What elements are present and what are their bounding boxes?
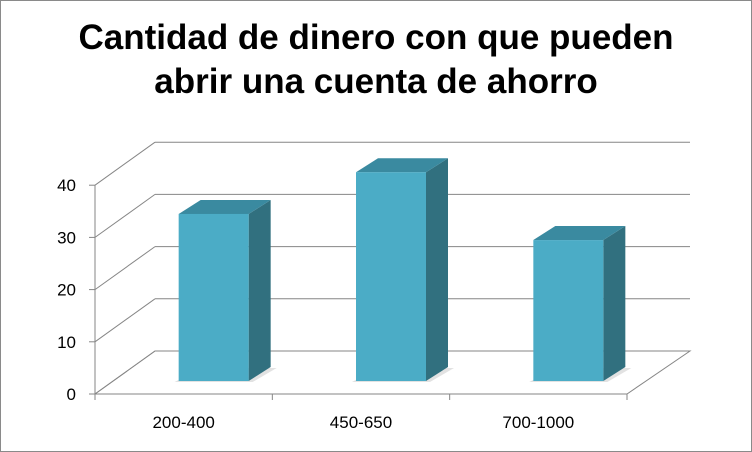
bar-front <box>533 240 604 381</box>
y-tick-label: 30 <box>57 228 76 247</box>
x-tick-labels: 200-400 450-650 700-1000 <box>152 413 574 432</box>
bars <box>174 158 632 382</box>
bar-front <box>178 213 249 381</box>
chart-title: Cantidad de dinero con que pueden abrir … <box>78 18 674 101</box>
x-tick-label: 450-650 <box>330 413 392 432</box>
side-gridline <box>94 298 156 343</box>
bar-front <box>356 172 426 381</box>
y-tick-label: 10 <box>57 333 76 352</box>
y-tick-label: 20 <box>57 281 76 300</box>
y-tick-labels: 0 10 20 30 40 <box>57 176 76 404</box>
bar-top <box>356 158 448 173</box>
bar-700-1000 <box>529 226 632 382</box>
bar-top <box>533 226 626 241</box>
side-gridline <box>94 246 156 291</box>
side-gridline <box>94 350 156 395</box>
bar-side <box>426 158 448 381</box>
x-tick-label: 700-1000 <box>502 413 574 432</box>
bar-side <box>603 226 626 381</box>
y-tick-label: 0 <box>67 385 76 404</box>
side-gridline <box>94 141 156 186</box>
axes <box>89 184 628 400</box>
x-tick-label: 200-400 <box>152 413 214 432</box>
bar-450-650 <box>352 158 454 382</box>
bar-side <box>248 199 271 381</box>
side-gridline <box>94 193 156 238</box>
y-tick-label: 40 <box>57 176 76 195</box>
bar-200-400 <box>174 199 277 382</box>
bar-top <box>178 199 271 214</box>
